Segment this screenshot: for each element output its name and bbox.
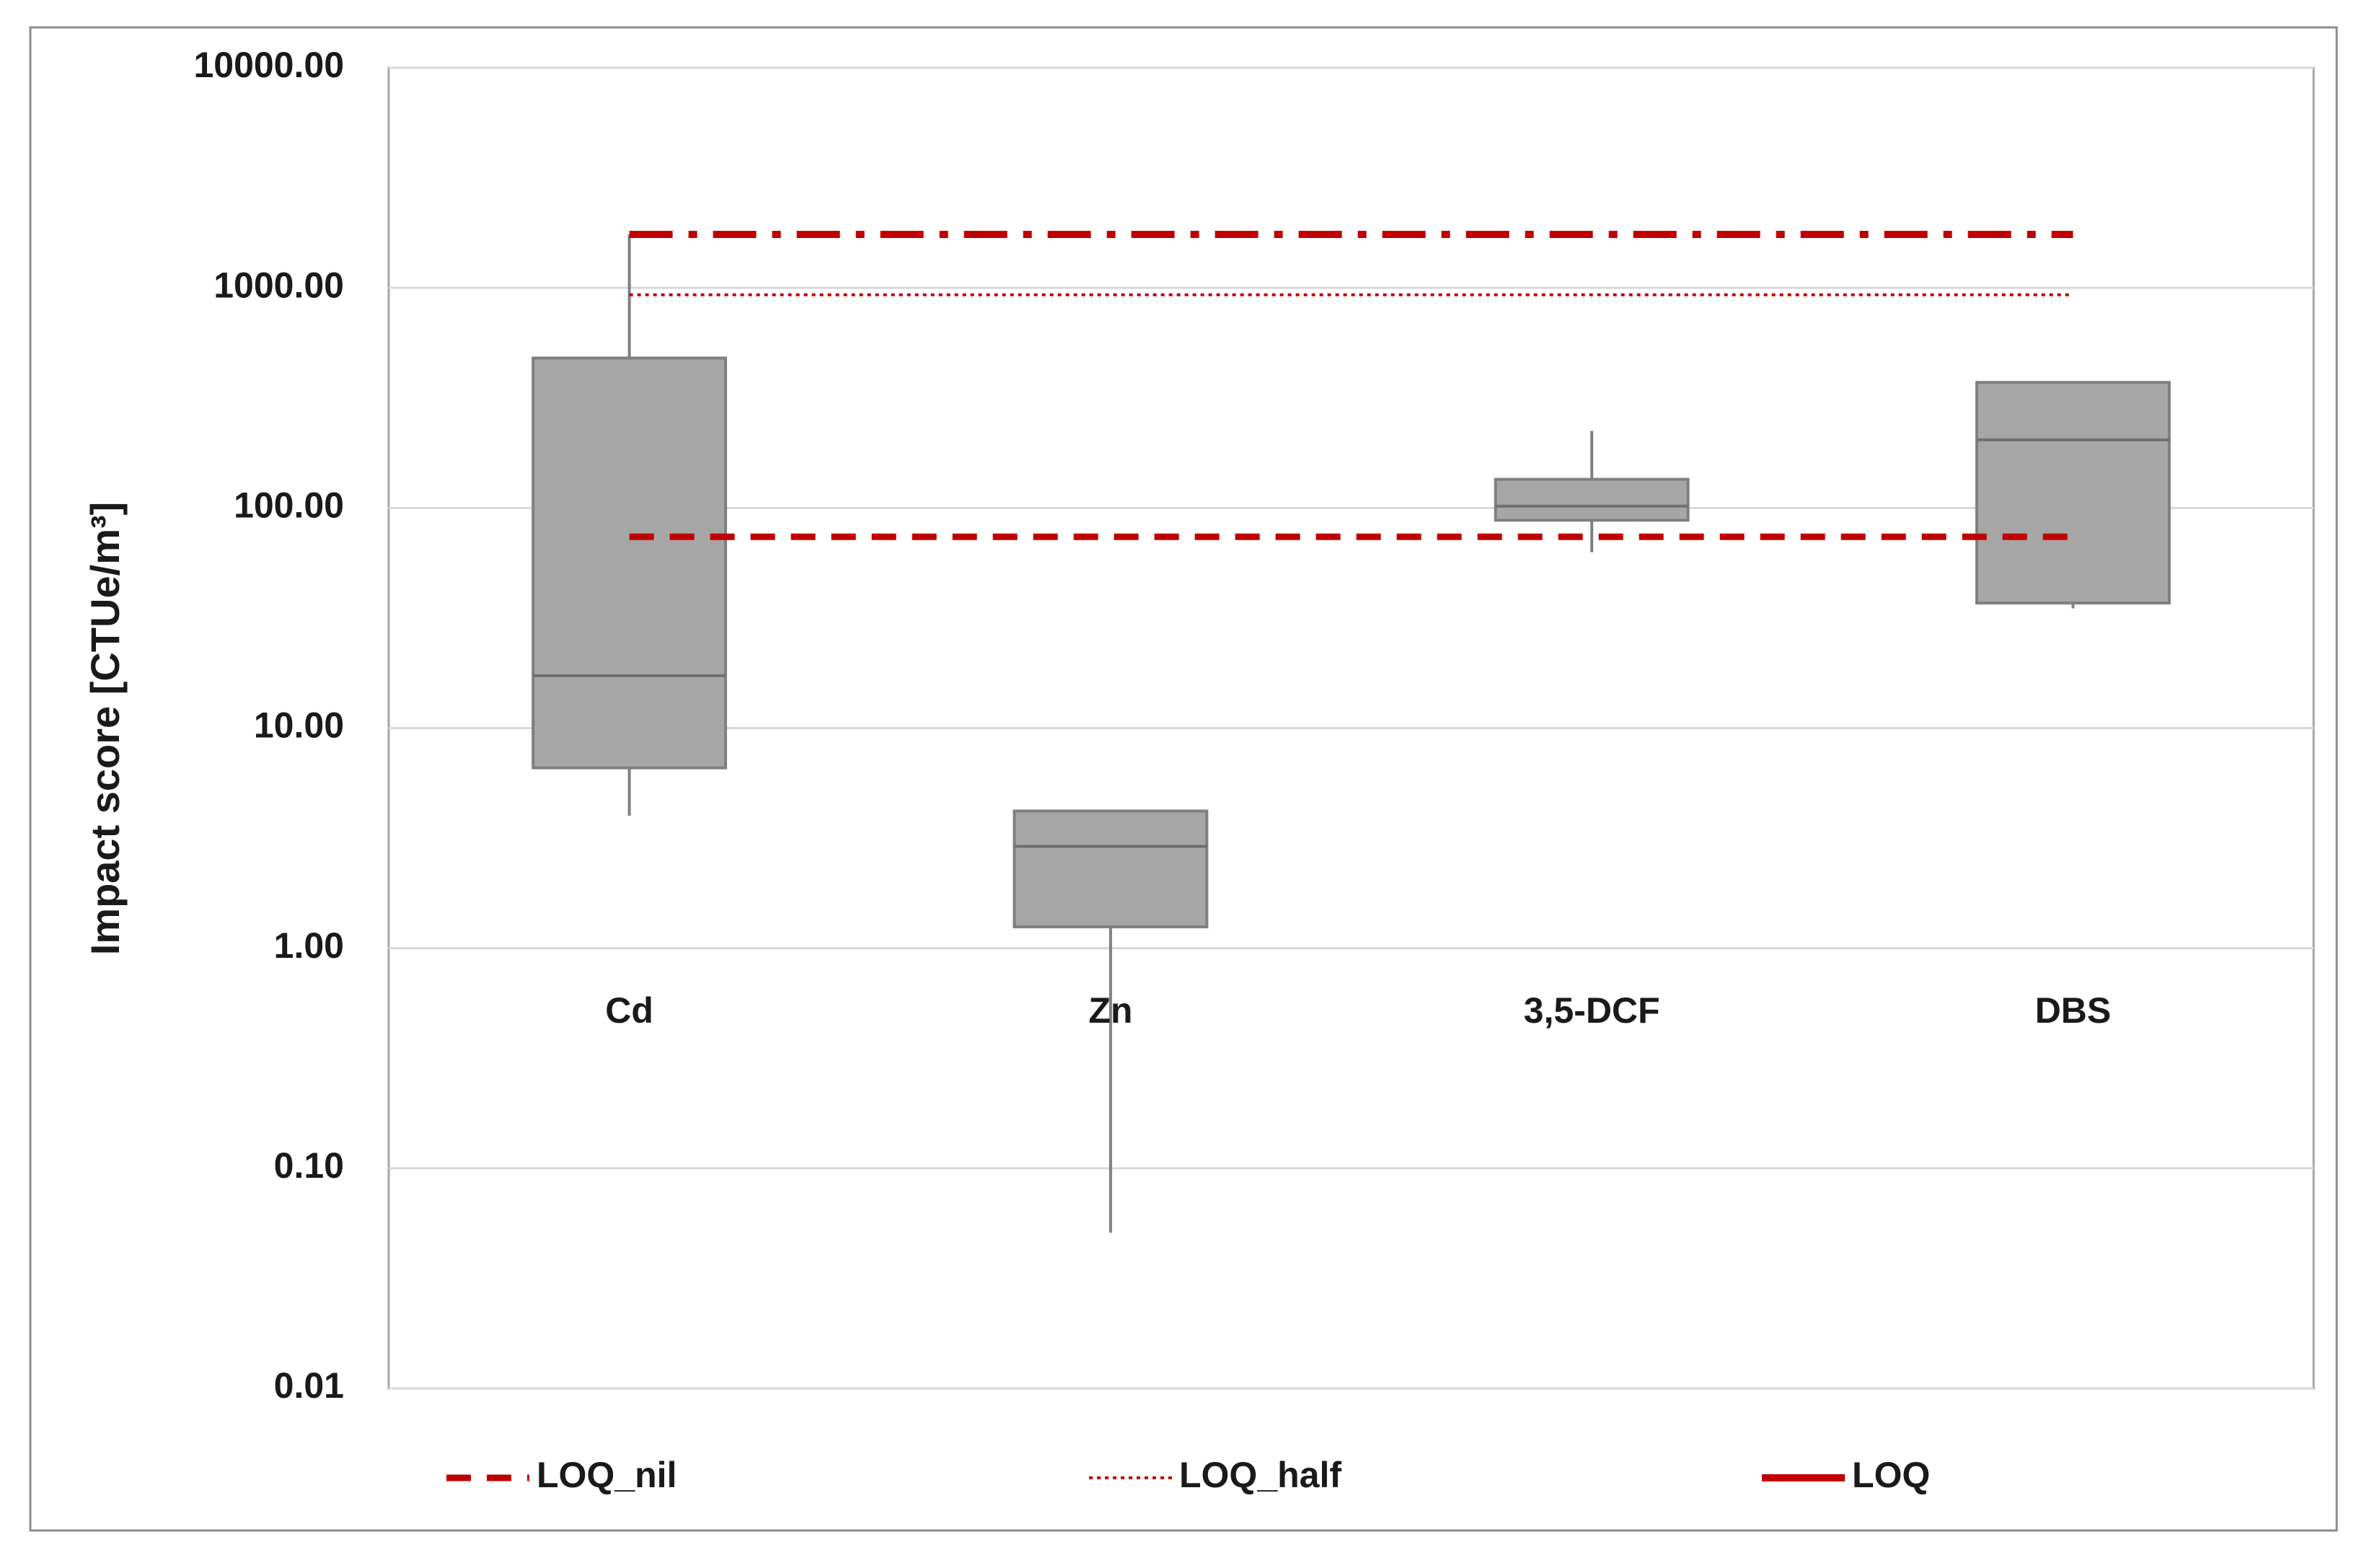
y-tick-label: 1.00 [274,925,344,966]
x-tick-label: Cd [605,990,653,1031]
y-axis-label: Impact score [CTUe/m³] [82,502,128,956]
legend-label: LOQ_nil [537,1455,676,1495]
y-tick-label: 0.10 [274,1145,344,1186]
y-tick-label: 10000.00 [193,45,344,85]
chart-frame [29,26,2338,1532]
x-tick-label: Zn [1088,990,1132,1031]
box [1975,381,2171,605]
box [1494,477,1690,522]
x-tick-label: 3,5-DCF [1524,990,1660,1031]
y-tick-label: 10.00 [254,705,344,746]
y-tick-label: 100.00 [234,485,344,526]
legend-label: LOQ [1852,1455,1930,1495]
box [532,356,728,770]
y-tick-label: 1000.00 [213,265,344,305]
y-tick-label: 0.01 [274,1365,344,1406]
box [1013,809,1209,929]
x-tick-label: DBS [2035,990,2112,1031]
legend-label: LOQ_half [1179,1455,1341,1495]
